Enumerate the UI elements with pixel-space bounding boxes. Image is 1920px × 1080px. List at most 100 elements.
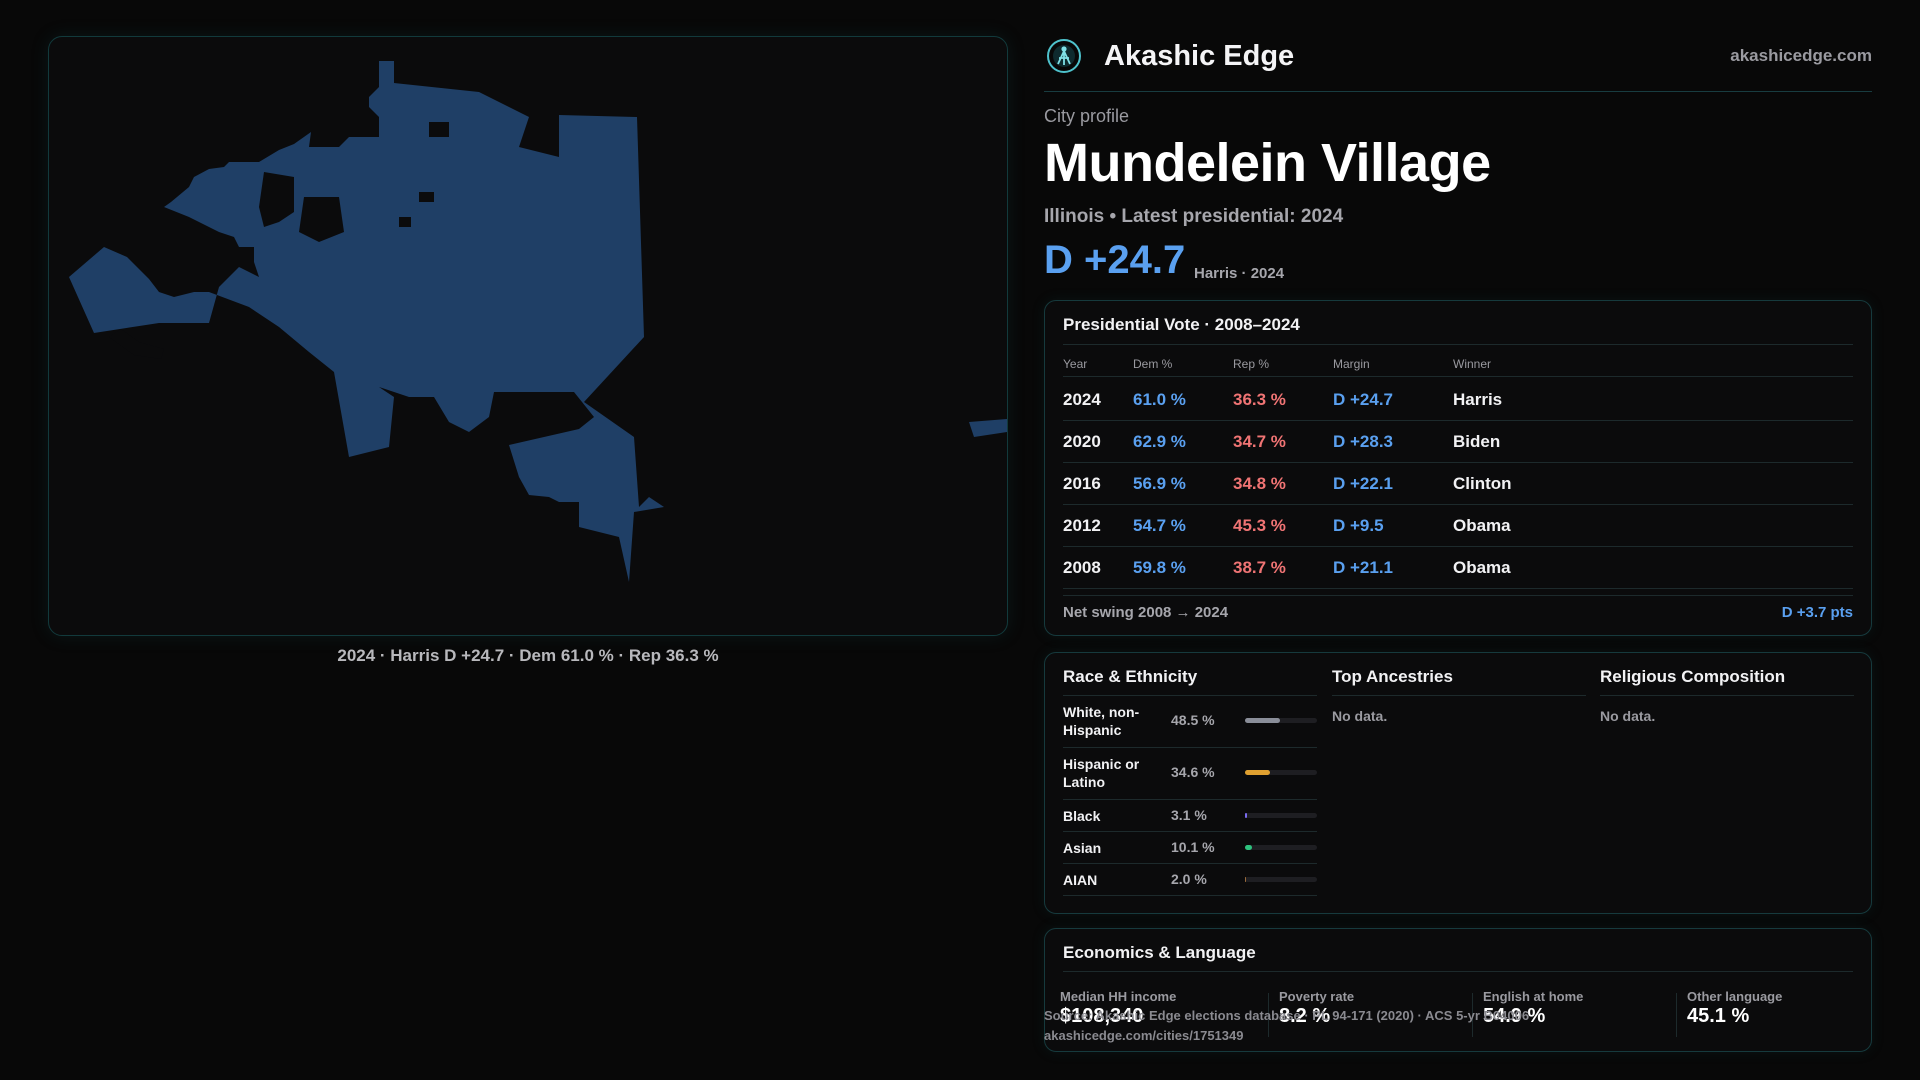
net-swing-value: D +3.7 pts [1781, 604, 1853, 621]
divider [1063, 595, 1853, 596]
cell-rep: 36.3 % [1233, 390, 1286, 409]
column-header-dem: Dem % [1133, 357, 1173, 371]
boundary-hole-d [399, 217, 411, 227]
race-bar-track [1245, 813, 1317, 818]
table-row: 2020 62.9 % 34.7 % D +28.3 Biden [1063, 421, 1853, 463]
cell-year: 2008 [1063, 558, 1101, 577]
race-bar-fill [1245, 770, 1270, 775]
economics-language-card: Economics & Language Median HH income $1… [1044, 928, 1872, 1052]
list-item: Black 3.1 % [1063, 800, 1317, 832]
column-header-year: Year [1063, 357, 1088, 371]
race-bar-track [1245, 770, 1317, 775]
table-row: 2008 59.8 % 38.7 % D +21.1 Obama [1063, 547, 1853, 589]
cell-year: 2020 [1063, 432, 1101, 451]
cell-dem: 62.9 % [1133, 432, 1186, 451]
stat-label: English at home [1483, 989, 1584, 1004]
stat-value: 45.1 % [1687, 1005, 1750, 1027]
cell-dem: 54.7 % [1133, 516, 1186, 535]
race-bar-track [1245, 718, 1317, 723]
cell-rep: 45.3 % [1233, 516, 1286, 535]
latest-margin-caption: Harris · 2024 [1194, 265, 1285, 282]
table-row: 2016 56.9 % 34.8 % D +22.1 Clinton [1063, 463, 1853, 505]
stat-value: 54.9 % [1483, 1005, 1546, 1027]
cell-margin: D +28.3 [1333, 432, 1394, 451]
stat-median-income: Median HH income $108,340 [1045, 989, 1249, 1041]
stat-value: 8.2 % [1279, 1005, 1331, 1027]
cell-winner: Obama [1453, 516, 1511, 535]
boundary-hole-f [109, 329, 164, 359]
divider [1472, 993, 1473, 1037]
list-item: Hispanic or Latino 34.6 % [1063, 748, 1317, 800]
stat-value: $108,340 [1060, 1005, 1144, 1027]
cell-dem: 61.0 % [1133, 390, 1186, 409]
religion-empty-text: No data. [1600, 708, 1656, 724]
akashic-edge-logo-icon[interactable] [1046, 38, 1082, 74]
profile-eyebrow: City profile [1044, 106, 1130, 126]
cell-margin: D +24.7 [1333, 390, 1394, 409]
site-url[interactable]: akashicedge.com [1730, 46, 1872, 65]
boundary-hole-a [259, 172, 294, 227]
top-ancestries-title: Top Ancestries [1332, 667, 1586, 696]
divider [1063, 971, 1853, 972]
cell-winner: Clinton [1453, 474, 1512, 493]
column-header-winner: Winner [1453, 357, 1492, 371]
race-ethnicity-title: Race & Ethnicity [1063, 667, 1317, 696]
race-bar-fill [1245, 718, 1280, 723]
cell-margin: D +21.1 [1333, 558, 1394, 577]
stat-poverty-rate: Poverty rate 8.2 % [1264, 989, 1468, 1041]
source-note: Source: Akashic Edge elections database … [1044, 1008, 1530, 1023]
religious-composition-section: Religious Composition No data. [1600, 667, 1854, 724]
presidential-vote-card: Presidential Vote · 2008–2024 Year Dem %… [1044, 300, 1872, 636]
vote-table-header: Year Dem % Rep % Margin Winner [1063, 351, 1853, 377]
stat-other-language: Other language 45.1 % [1672, 989, 1876, 1041]
ancestries-empty-text: No data. [1332, 708, 1388, 724]
city-subtitle: Illinois • Latest presidential: 2024 [1044, 206, 1344, 227]
boundary-east-fragment [969, 419, 1007, 437]
latest-margin: D +24.7 [1044, 238, 1186, 282]
race-percent: 2.0 % [1171, 871, 1207, 887]
presidential-vote-title: Presidential Vote · 2008–2024 [1063, 315, 1300, 334]
race-bar-track [1245, 877, 1317, 882]
race-percent: 34.6 % [1171, 764, 1215, 780]
religious-composition-title: Religious Composition [1600, 667, 1854, 696]
race-ethnicity-section: Race & Ethnicity White, non-Hispanic 48.… [1063, 667, 1317, 896]
list-item: Asian 10.1 % [1063, 832, 1317, 864]
boundary-hole-e [239, 247, 254, 262]
site-header: Akashic Edge akashicedge.com [1044, 36, 1872, 92]
top-ancestries-section: Top Ancestries No data. [1332, 667, 1586, 724]
race-label: Asian [1063, 840, 1102, 856]
economics-language-title: Economics & Language [1063, 943, 1256, 962]
stat-label: Median HH income [1060, 989, 1177, 1004]
city-name-title: Mundelein Village [1044, 133, 1491, 193]
race-percent: 10.1 % [1171, 839, 1215, 855]
race-label: Black [1063, 808, 1101, 824]
city-boundary-shape [69, 61, 1007, 582]
cell-rep: 38.7 % [1233, 558, 1286, 577]
list-item: White, non-Hispanic 48.5 % [1063, 696, 1317, 748]
table-row: 2012 54.7 % 45.3 % D +9.5 Obama [1063, 505, 1853, 547]
cell-year: 2024 [1063, 390, 1101, 409]
page-url[interactable]: akashicedge.com/cities/1751349 [1044, 1028, 1244, 1043]
race-bar-fill [1245, 813, 1248, 818]
race-label: White, non-Hispanic [1063, 704, 1140, 738]
cell-margin: D +9.5 [1333, 516, 1384, 535]
stat-label: Poverty rate [1279, 989, 1355, 1004]
cell-year: 2016 [1063, 474, 1101, 493]
race-label: AIAN [1063, 872, 1098, 888]
race-ethnicity-list: White, non-Hispanic 48.5 % Hispanic or L… [1063, 696, 1317, 896]
race-bar-fill [1245, 845, 1253, 850]
stat-label: Other language [1687, 989, 1783, 1004]
cell-winner: Harris [1453, 390, 1503, 409]
brand-name[interactable]: Akashic Edge [1104, 40, 1295, 72]
divider [1268, 993, 1269, 1037]
race-percent: 48.5 % [1171, 712, 1215, 728]
cell-dem: 56.9 % [1133, 474, 1186, 493]
net-swing-label: Net swing 2008 → 2024 [1063, 604, 1229, 621]
race-bar-fill [1245, 877, 1247, 882]
list-item: AIAN 2.0 % [1063, 864, 1317, 896]
cell-winner: Obama [1453, 558, 1511, 577]
race-percent: 3.1 % [1171, 807, 1207, 823]
cell-rep: 34.7 % [1233, 432, 1286, 451]
column-header-rep: Rep % [1233, 357, 1270, 371]
